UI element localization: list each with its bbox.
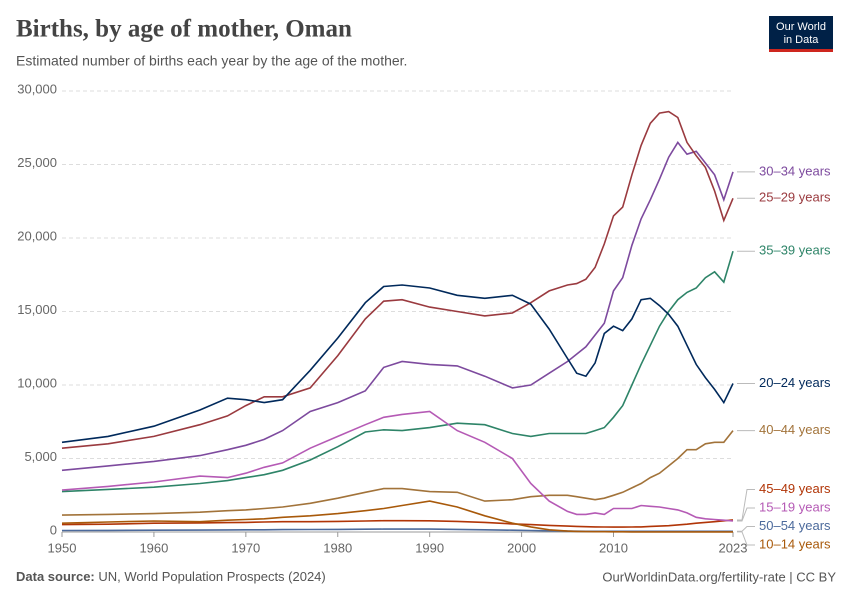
label-leader (737, 531, 755, 546)
label-leader (737, 507, 755, 522)
legend-label: 15–19 years (759, 499, 831, 514)
label-leader (737, 489, 755, 521)
legend-label: 50–54 years (759, 518, 831, 533)
x-tick-label: 1980 (323, 540, 352, 555)
legend-label: 30–34 years (759, 163, 831, 178)
x-tick-label: 1990 (415, 540, 444, 555)
source-label: Data source: (16, 569, 95, 584)
x-tick-label: 1950 (48, 540, 77, 555)
legend-label: 25–29 years (759, 190, 831, 205)
x-tick-label: 1970 (231, 540, 260, 555)
source: Data source: UN, World Population Prospe… (16, 569, 326, 584)
chart-subtitle: Estimated number of births each year by … (16, 53, 407, 69)
x-tick-label: 2010 (599, 540, 628, 555)
series-line (61, 528, 733, 533)
logo-underline (769, 49, 833, 52)
x-tick-label: 2000 (507, 540, 536, 555)
y-tick-label: 0 (50, 522, 57, 537)
series-line (61, 519, 734, 528)
series-line (61, 500, 733, 533)
series-line (61, 284, 734, 444)
series-line (61, 430, 734, 516)
label-leader (737, 526, 755, 532)
logo-text: Our World (776, 21, 826, 33)
footer-link[interactable]: OurWorldinData.org/fertility-rate | CC B… (602, 569, 836, 584)
x-tick-label: 1960 (139, 540, 168, 555)
legend-label: 35–39 years (759, 243, 831, 258)
x-tick-label: 2023 (719, 540, 748, 555)
chart-title: Births, by age of mother, Oman (16, 16, 352, 43)
series-line (61, 110, 734, 449)
series-line (61, 410, 734, 522)
y-tick-label: 20,000 (17, 228, 57, 243)
series-line (61, 140, 734, 472)
y-tick-label: 25,000 (17, 155, 57, 170)
y-tick-label: 10,000 (17, 375, 57, 390)
legend-label: 45–49 years (759, 481, 831, 496)
y-tick-label: 15,000 (17, 302, 57, 317)
legend-label: 10–14 years (759, 536, 831, 551)
logo[interactable]: Our World in Data (769, 16, 833, 52)
legend-label: 20–24 years (759, 375, 831, 390)
series-line (61, 250, 734, 493)
source-text: UN, World Population Prospects (2024) (98, 569, 325, 584)
legend-label: 40–44 years (759, 422, 831, 437)
y-tick-label: 30,000 (17, 81, 57, 96)
logo-box (769, 16, 833, 49)
logo-text: in Data (784, 34, 820, 46)
y-tick-label: 5,000 (24, 449, 57, 464)
